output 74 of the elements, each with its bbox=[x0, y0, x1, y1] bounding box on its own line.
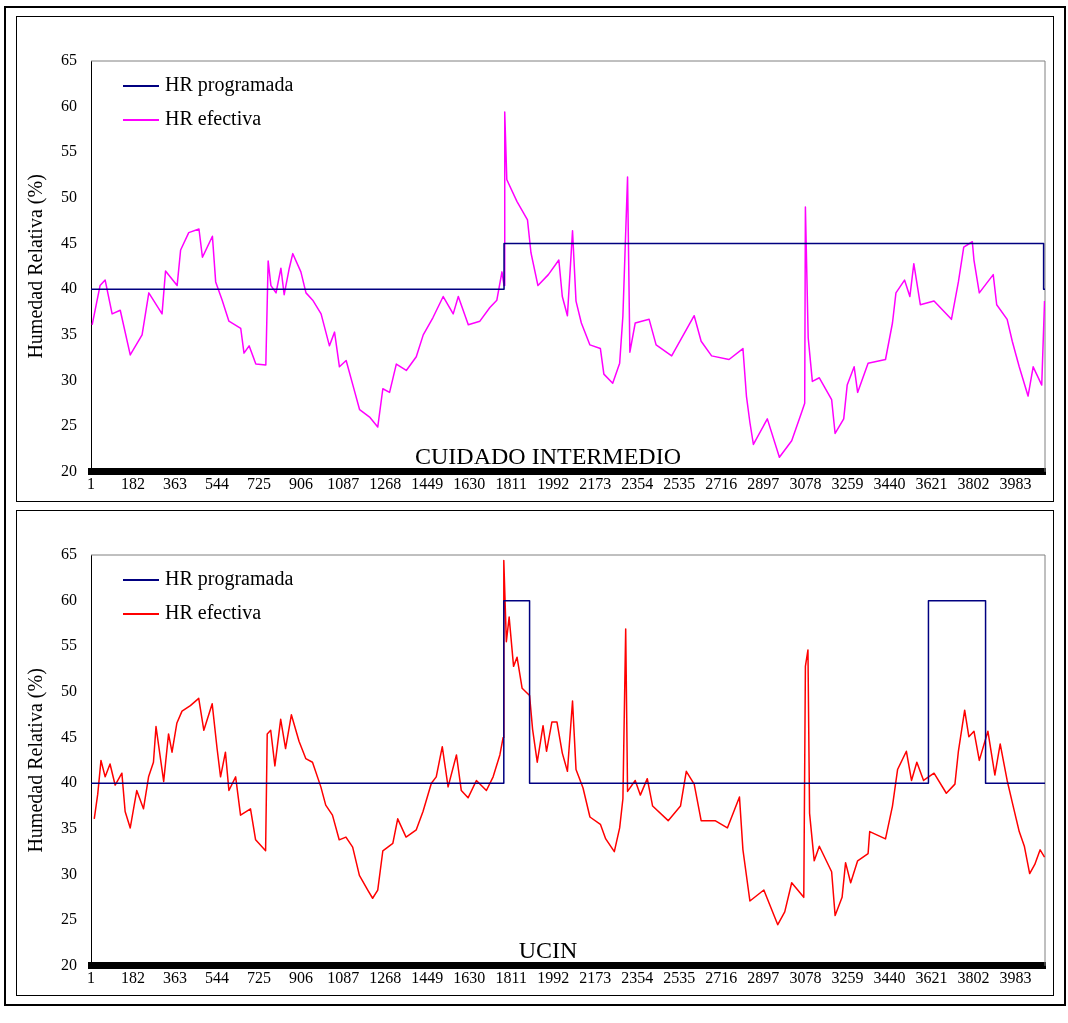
y-tick-label: 35 bbox=[61, 325, 77, 343]
y-tick-label: 40 bbox=[61, 773, 77, 791]
y-axis-title: Humedad Relativa (%) bbox=[24, 174, 48, 359]
x-tick-label: 2354 bbox=[621, 968, 654, 986]
x-tick-label: 1992 bbox=[537, 968, 570, 986]
x-tick-label: 3440 bbox=[873, 968, 906, 986]
y-tick-label: 50 bbox=[61, 188, 77, 206]
x-tick-label: 3440 bbox=[873, 474, 906, 492]
y-tick-label: 35 bbox=[61, 819, 77, 837]
x-tick-label: 1268 bbox=[369, 968, 402, 986]
x-tick-label: 2535 bbox=[663, 474, 696, 492]
x-tick-label: 3621 bbox=[915, 474, 948, 492]
legend-label: HR efectiva bbox=[165, 107, 262, 130]
y-tick-label: 55 bbox=[61, 636, 77, 654]
y-tick-label: 20 bbox=[61, 956, 77, 973]
y-tick-label: 60 bbox=[61, 590, 77, 608]
x-tick-label: 2716 bbox=[705, 474, 738, 492]
legend-label: HR efectiva bbox=[165, 601, 262, 624]
y-tick-label: 45 bbox=[61, 727, 77, 745]
x-tick-label: 1 bbox=[87, 474, 95, 492]
x-tick-label: 2535 bbox=[663, 968, 696, 986]
y-tick-label: 20 bbox=[61, 462, 77, 479]
x-tick-label: 3259 bbox=[831, 968, 864, 986]
y-tick-label: 30 bbox=[61, 370, 77, 388]
x-tick-label: 725 bbox=[247, 968, 272, 986]
x-tick-label: 2716 bbox=[705, 968, 738, 986]
x-tick-label: 2897 bbox=[747, 474, 780, 492]
x-tick-label: 906 bbox=[289, 474, 314, 492]
x-tick-label: 2897 bbox=[747, 968, 780, 986]
y-axis-title: Humedad Relativa (%) bbox=[24, 668, 48, 853]
x-tick-label: 1811 bbox=[495, 968, 527, 986]
annotation: CUIDADO INTERMEDIO bbox=[415, 443, 681, 470]
x-tick-label: 3259 bbox=[831, 474, 864, 492]
x-tick-label: 1449 bbox=[411, 474, 444, 492]
x-tick-label: 3078 bbox=[789, 968, 822, 986]
x-tick-label: 1 bbox=[87, 968, 95, 986]
x-tick-label: 363 bbox=[163, 474, 188, 492]
x-tick-label: 363 bbox=[163, 968, 188, 986]
x-tick-label: 1811 bbox=[495, 474, 527, 492]
x-tick-label: 3621 bbox=[915, 968, 948, 986]
y-tick-label: 65 bbox=[61, 545, 77, 563]
x-tick-label: 2173 bbox=[579, 968, 612, 986]
x-tick-label: 1449 bbox=[411, 968, 444, 986]
x-tick-label: 182 bbox=[121, 968, 146, 986]
x-tick-label: 2173 bbox=[579, 474, 612, 492]
x-tick-label: 3983 bbox=[999, 474, 1032, 492]
x-tick-label: 906 bbox=[289, 968, 314, 986]
y-tick-label: 40 bbox=[61, 279, 77, 297]
y-tick-label: 50 bbox=[61, 682, 77, 700]
x-tick-label: 2354 bbox=[621, 474, 654, 492]
y-tick-label: 25 bbox=[61, 416, 77, 434]
x-tick-label: 3983 bbox=[999, 968, 1032, 986]
x-tick-label: 1087 bbox=[327, 968, 360, 986]
x-tick-label: 3802 bbox=[957, 968, 990, 986]
x-tick-label: 544 bbox=[205, 968, 230, 986]
x-tick-label: 1992 bbox=[537, 474, 570, 492]
annotation: UCIN bbox=[518, 937, 578, 964]
x-tick-label: 1630 bbox=[453, 474, 486, 492]
y-tick-label: 65 bbox=[61, 51, 77, 69]
x-tick-label: 544 bbox=[205, 474, 230, 492]
y-tick-label: 60 bbox=[61, 96, 77, 114]
x-tick-label: 1268 bbox=[369, 474, 402, 492]
y-tick-label: 25 bbox=[61, 910, 77, 928]
y-tick-label: 30 bbox=[61, 864, 77, 882]
x-tick-label: 182 bbox=[121, 474, 146, 492]
x-tick-label: 3802 bbox=[957, 474, 990, 492]
x-tick-label: 3078 bbox=[789, 474, 822, 492]
legend-label: HR programada bbox=[165, 73, 294, 97]
y-tick-label: 45 bbox=[61, 233, 77, 251]
legend-label: HR programada bbox=[165, 567, 294, 591]
y-tick-label: 55 bbox=[61, 142, 77, 160]
x-tick-label: 1087 bbox=[327, 474, 360, 492]
x-tick-label: 1630 bbox=[453, 968, 486, 986]
x-tick-label: 725 bbox=[247, 474, 272, 492]
